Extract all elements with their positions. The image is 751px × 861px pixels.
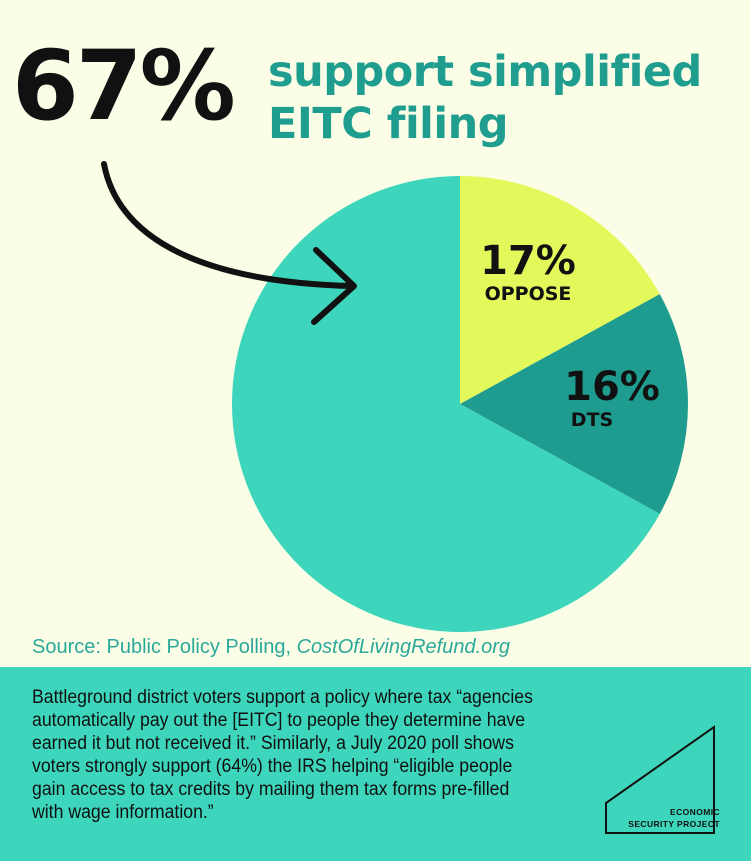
source-prefix: Source: Public Policy Polling, (32, 636, 297, 658)
source-note: Source: Public Policy Polling, CostOfLiv… (32, 636, 510, 659)
body-text: Battleground district voters support a p… (32, 686, 557, 824)
logo-icon (605, 725, 715, 834)
logo-line-2: SECURITY PROJECT (628, 819, 720, 829)
slice-category-label: DTS (571, 409, 613, 431)
arrow-shaft (101, 161, 355, 289)
source-site: CostOfLivingRefund.org (296, 636, 511, 658)
body-line: automatically pay out the [EITC] to peop… (32, 710, 526, 731)
headline-line-2: EITC filing (268, 99, 509, 149)
headline: support simplified EITC filing (268, 46, 702, 150)
body-line: voters strongly support (64%) the IRS he… (32, 756, 513, 777)
slice-percent-label: 17% (480, 238, 576, 284)
body-line: Battleground district voters support a p… (32, 687, 533, 708)
pie-slice-support (232, 176, 660, 632)
body-line: gain access to tax credits by mailing th… (32, 779, 510, 800)
arrow-icon (101, 161, 357, 325)
body-line: with wage information.” (32, 802, 214, 823)
pie-chart: 17%OPPOSE 16%DTS (101, 161, 688, 632)
pie-slice-dts (460, 294, 688, 514)
headline-line-1: support simplified (268, 47, 702, 97)
body-line: earned it but not received it.” Similarl… (32, 733, 514, 754)
pie-slice-oppose (460, 176, 660, 404)
slice-category-label: OPPOSE (485, 283, 572, 305)
slice-percent-label: 16% (564, 364, 660, 410)
logo-line-1: ECONOMIC (670, 807, 720, 817)
big-percentage: 67% (12, 30, 236, 142)
arrow-head (311, 247, 357, 325)
logo-text: ECONOMIC SECURITY PROJECT (612, 806, 720, 830)
bottom-panel (0, 667, 751, 861)
